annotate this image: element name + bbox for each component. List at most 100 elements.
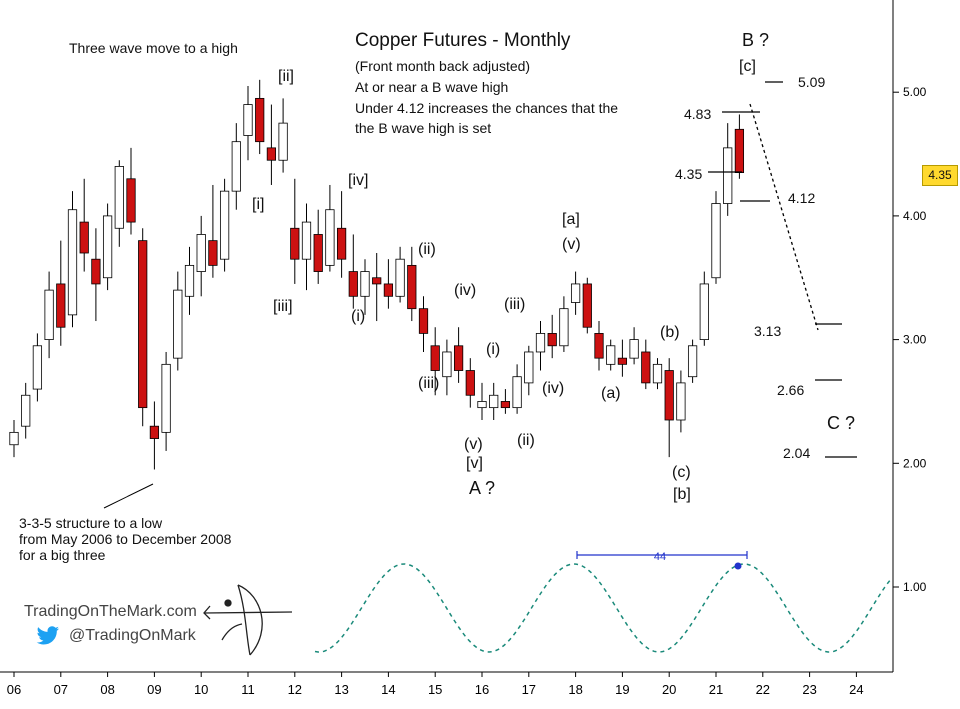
wave-label: (ii)	[418, 241, 436, 258]
candle-body	[219, 190, 230, 260]
wave-label: (c)	[672, 464, 691, 481]
level-label-435: 4.35	[675, 166, 703, 182]
candle-body	[465, 370, 475, 396]
level-label-313: 3.13	[754, 323, 782, 339]
candle-body	[21, 394, 31, 427]
candle-body	[255, 97, 265, 143]
candle-body	[208, 240, 218, 266]
level-label-204: 2.04	[783, 445, 811, 461]
wave-label: (iv)	[454, 282, 477, 299]
cycle-marker	[734, 562, 742, 570]
brand-site: TradingOnTheMark.com	[24, 603, 197, 620]
x-tick-label: 24	[849, 682, 863, 697]
candle-body	[664, 370, 674, 421]
candle-body	[243, 104, 253, 136]
candle-body	[126, 178, 136, 223]
candle-body	[570, 283, 581, 303]
y-tick-label: 2.00	[903, 456, 927, 470]
three-wave-note: Three wave move to a high	[69, 40, 238, 56]
candle-body	[32, 345, 43, 390]
y-tick-label: 5.00	[903, 85, 927, 99]
x-tick-label: 09	[147, 682, 161, 697]
candle-body	[114, 166, 124, 229]
candle-body	[489, 394, 499, 409]
wave-label: [v]	[466, 455, 483, 472]
candle-body	[617, 357, 628, 365]
wave-label: (v)	[562, 236, 581, 253]
wave-label: [iv]	[348, 172, 369, 189]
x-tick-label: 08	[100, 682, 114, 697]
candle-body	[348, 271, 358, 297]
wave-label: (i)	[486, 341, 501, 358]
twitter-icon	[36, 626, 59, 645]
candle-body	[313, 234, 323, 272]
candle-body	[102, 215, 113, 279]
subtitle-line-3: Under 4.12 increases the chances that th…	[355, 100, 619, 116]
x-tick-label: 18	[568, 682, 582, 697]
candle-body	[407, 264, 417, 310]
candle-body	[711, 203, 721, 279]
candle-body	[524, 351, 534, 384]
x-tick-label: 06	[7, 682, 21, 697]
candle-body	[687, 345, 698, 378]
candle-body	[395, 258, 405, 297]
wave-label: [i]	[252, 196, 265, 213]
candle-body	[360, 271, 370, 297]
candle-body	[91, 258, 101, 285]
wave-label: (iii)	[418, 375, 440, 392]
candle-body	[44, 289, 54, 340]
x-tick-label: 16	[475, 682, 489, 697]
candle-body	[231, 141, 241, 192]
x-tick-label: 21	[709, 682, 723, 697]
brand-handle: @TradingOnMark	[69, 627, 196, 644]
structure-note-3: for a big three	[19, 547, 106, 563]
candle-body	[594, 333, 604, 359]
x-tick-label: 11	[241, 682, 255, 697]
candle-body	[582, 283, 592, 328]
plot-frame	[0, 0, 894, 673]
wave-label: (ii)	[517, 432, 535, 449]
wave-label: [b]	[673, 486, 691, 503]
y-tick-label: 1.00	[903, 580, 927, 594]
wave-label: (i)	[351, 308, 366, 325]
x-tick-label: 23	[802, 682, 816, 697]
chart-title: Copper Futures - Monthly	[355, 30, 571, 51]
subtitle-line-1: (Front month back adjusted)	[355, 58, 531, 74]
candle-body	[512, 376, 522, 409]
candle-body	[173, 289, 183, 359]
candle-body	[196, 234, 206, 272]
candle-body	[325, 209, 335, 266]
level-label-483: 4.83	[684, 106, 712, 122]
wave-label: [c]	[739, 58, 756, 75]
wave-label: [a]	[562, 211, 580, 228]
y-axis: 1.00 2.00 3.00 4.00 5.00	[893, 85, 927, 594]
candle-body	[535, 333, 546, 353]
candle-body	[559, 308, 569, 347]
level-label-266: 2.66	[777, 382, 805, 398]
candle-body	[266, 147, 277, 161]
cycle-line	[314, 563, 892, 653]
x-tick-label: 22	[756, 682, 770, 697]
candle-body	[149, 425, 160, 439]
level-label-509: 5.09	[798, 74, 826, 90]
candle-body	[547, 333, 557, 347]
wave-label: C ?	[827, 413, 856, 433]
x-tick-label: 07	[54, 682, 68, 697]
cycle-measure	[576, 551, 748, 559]
subtitle-line-4: the B wave high is set	[355, 120, 492, 136]
candle-body	[383, 283, 394, 297]
candle-body	[500, 401, 511, 409]
x-tick-label: 19	[615, 682, 629, 697]
candle-body	[699, 283, 709, 340]
candle-body	[442, 351, 452, 378]
candle-body	[477, 401, 487, 409]
structure-note-1: 3-3-5 structure to a low	[19, 515, 163, 531]
candle-body	[372, 277, 382, 285]
wave-label: (a)	[601, 385, 621, 402]
candle-body	[56, 283, 66, 328]
structure-note-2: from May 2006 to December 2008	[19, 531, 232, 547]
projection-line	[749, 103, 819, 331]
level-label-412: 4.12	[788, 190, 816, 206]
candle-body	[161, 363, 171, 433]
x-tick-label: 20	[662, 682, 676, 697]
